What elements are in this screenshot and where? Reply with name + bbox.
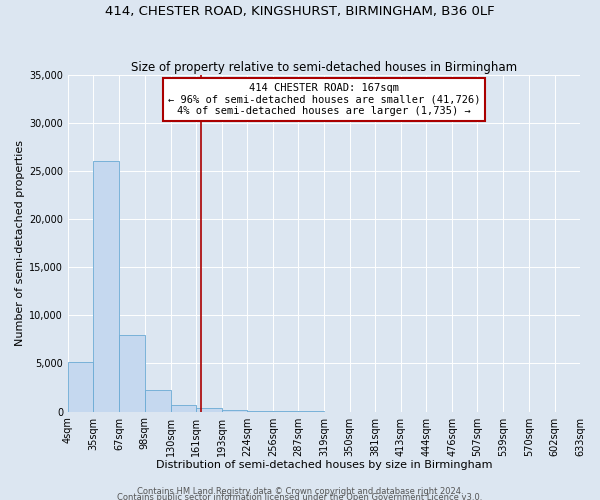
Bar xyxy=(145,390,170,411)
Bar xyxy=(119,334,145,411)
Y-axis label: Number of semi-detached properties: Number of semi-detached properties xyxy=(15,140,25,346)
Bar xyxy=(222,410,247,412)
Title: Size of property relative to semi-detached houses in Birmingham: Size of property relative to semi-detach… xyxy=(131,60,517,74)
Bar xyxy=(247,410,273,412)
Bar xyxy=(68,362,93,412)
Text: 414 CHESTER ROAD: 167sqm
← 96% of semi-detached houses are smaller (41,726)
4% o: 414 CHESTER ROAD: 167sqm ← 96% of semi-d… xyxy=(168,83,480,116)
Text: 414, CHESTER ROAD, KINGSHURST, BIRMINGHAM, B36 0LF: 414, CHESTER ROAD, KINGSHURST, BIRMINGHA… xyxy=(105,5,495,18)
Bar xyxy=(196,408,222,412)
Text: Contains HM Land Registry data © Crown copyright and database right 2024.: Contains HM Land Registry data © Crown c… xyxy=(137,487,463,496)
Bar xyxy=(170,405,196,411)
Text: Contains public sector information licensed under the Open Government Licence v3: Contains public sector information licen… xyxy=(118,492,482,500)
X-axis label: Distribution of semi-detached houses by size in Birmingham: Distribution of semi-detached houses by … xyxy=(156,460,492,470)
Bar xyxy=(93,162,119,412)
